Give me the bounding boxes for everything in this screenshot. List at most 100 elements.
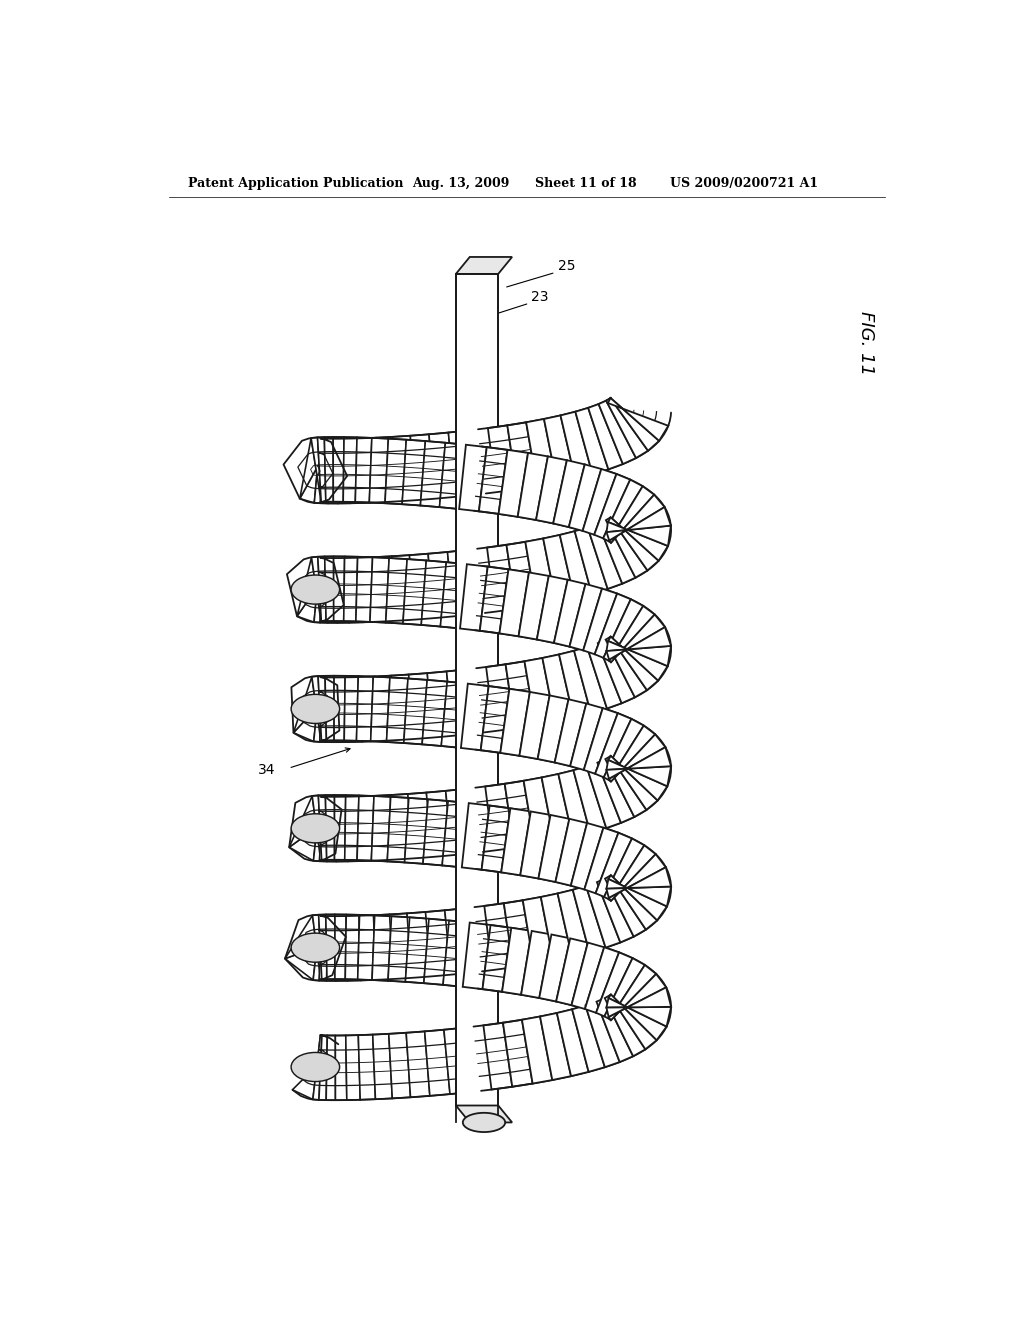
Polygon shape: [505, 780, 535, 847]
Polygon shape: [358, 1035, 376, 1100]
Polygon shape: [328, 677, 337, 742]
Polygon shape: [558, 890, 590, 957]
Polygon shape: [596, 952, 633, 1016]
Polygon shape: [442, 801, 469, 867]
Ellipse shape: [614, 873, 663, 902]
Polygon shape: [507, 541, 537, 609]
Text: 23: 23: [531, 290, 549, 304]
Polygon shape: [318, 795, 327, 861]
Polygon shape: [597, 879, 634, 942]
Polygon shape: [555, 700, 587, 766]
Polygon shape: [544, 416, 575, 482]
Polygon shape: [335, 795, 346, 859]
Polygon shape: [574, 528, 607, 594]
Polygon shape: [311, 437, 322, 502]
Polygon shape: [569, 465, 601, 531]
Polygon shape: [608, 517, 668, 561]
Polygon shape: [523, 777, 554, 845]
Polygon shape: [605, 995, 645, 1056]
Polygon shape: [374, 795, 394, 861]
Polygon shape: [487, 425, 517, 492]
Ellipse shape: [614, 993, 663, 1022]
Polygon shape: [313, 1035, 322, 1100]
Polygon shape: [373, 1034, 392, 1100]
Polygon shape: [422, 680, 447, 746]
Polygon shape: [487, 545, 516, 611]
Polygon shape: [596, 998, 633, 1063]
Polygon shape: [326, 795, 335, 859]
Polygon shape: [570, 824, 603, 890]
Polygon shape: [336, 916, 347, 981]
Polygon shape: [518, 573, 549, 639]
Polygon shape: [480, 566, 509, 634]
Polygon shape: [543, 655, 573, 722]
Polygon shape: [297, 558, 334, 622]
Polygon shape: [385, 438, 407, 504]
Polygon shape: [360, 676, 378, 742]
Polygon shape: [289, 796, 342, 861]
Polygon shape: [319, 677, 329, 742]
Polygon shape: [610, 756, 657, 810]
Polygon shape: [603, 599, 643, 661]
Polygon shape: [344, 676, 358, 741]
Polygon shape: [560, 531, 592, 598]
Ellipse shape: [291, 576, 340, 605]
Polygon shape: [554, 579, 586, 647]
Polygon shape: [325, 676, 334, 741]
Polygon shape: [482, 925, 511, 991]
Polygon shape: [485, 784, 514, 850]
Polygon shape: [606, 521, 671, 546]
Polygon shape: [520, 812, 551, 879]
Polygon shape: [610, 399, 659, 450]
Polygon shape: [325, 437, 333, 502]
Polygon shape: [312, 915, 322, 979]
Polygon shape: [481, 805, 510, 873]
Polygon shape: [360, 557, 379, 622]
Ellipse shape: [291, 1052, 340, 1081]
Polygon shape: [574, 647, 607, 713]
Polygon shape: [480, 686, 510, 752]
Polygon shape: [542, 774, 572, 841]
Polygon shape: [387, 797, 409, 862]
Polygon shape: [468, 428, 497, 495]
Polygon shape: [356, 676, 374, 742]
Polygon shape: [575, 408, 608, 474]
Polygon shape: [521, 931, 552, 998]
Polygon shape: [523, 898, 553, 964]
Polygon shape: [337, 677, 348, 742]
Polygon shape: [585, 828, 618, 894]
Polygon shape: [410, 553, 433, 619]
Polygon shape: [604, 838, 644, 900]
Polygon shape: [538, 696, 568, 763]
Polygon shape: [484, 903, 513, 970]
Polygon shape: [328, 438, 338, 503]
Polygon shape: [525, 539, 556, 606]
Polygon shape: [355, 437, 372, 503]
Polygon shape: [313, 916, 323, 981]
Polygon shape: [556, 939, 588, 1005]
Polygon shape: [300, 438, 331, 502]
Polygon shape: [406, 917, 429, 983]
Polygon shape: [346, 916, 360, 981]
Polygon shape: [318, 1035, 328, 1100]
Polygon shape: [376, 437, 396, 503]
Polygon shape: [465, 906, 493, 973]
Ellipse shape: [291, 933, 340, 962]
Polygon shape: [411, 434, 434, 500]
Polygon shape: [356, 557, 373, 622]
Polygon shape: [337, 558, 349, 623]
Polygon shape: [289, 796, 342, 861]
Polygon shape: [408, 792, 432, 858]
Polygon shape: [606, 642, 671, 667]
Polygon shape: [390, 793, 413, 859]
Polygon shape: [425, 1030, 450, 1096]
Polygon shape: [392, 436, 415, 502]
Polygon shape: [459, 445, 486, 511]
Polygon shape: [460, 564, 487, 631]
Polygon shape: [334, 557, 345, 622]
Text: 24: 24: [585, 968, 602, 982]
Polygon shape: [388, 916, 410, 982]
Polygon shape: [372, 915, 391, 981]
Polygon shape: [599, 401, 636, 465]
Polygon shape: [319, 796, 328, 862]
